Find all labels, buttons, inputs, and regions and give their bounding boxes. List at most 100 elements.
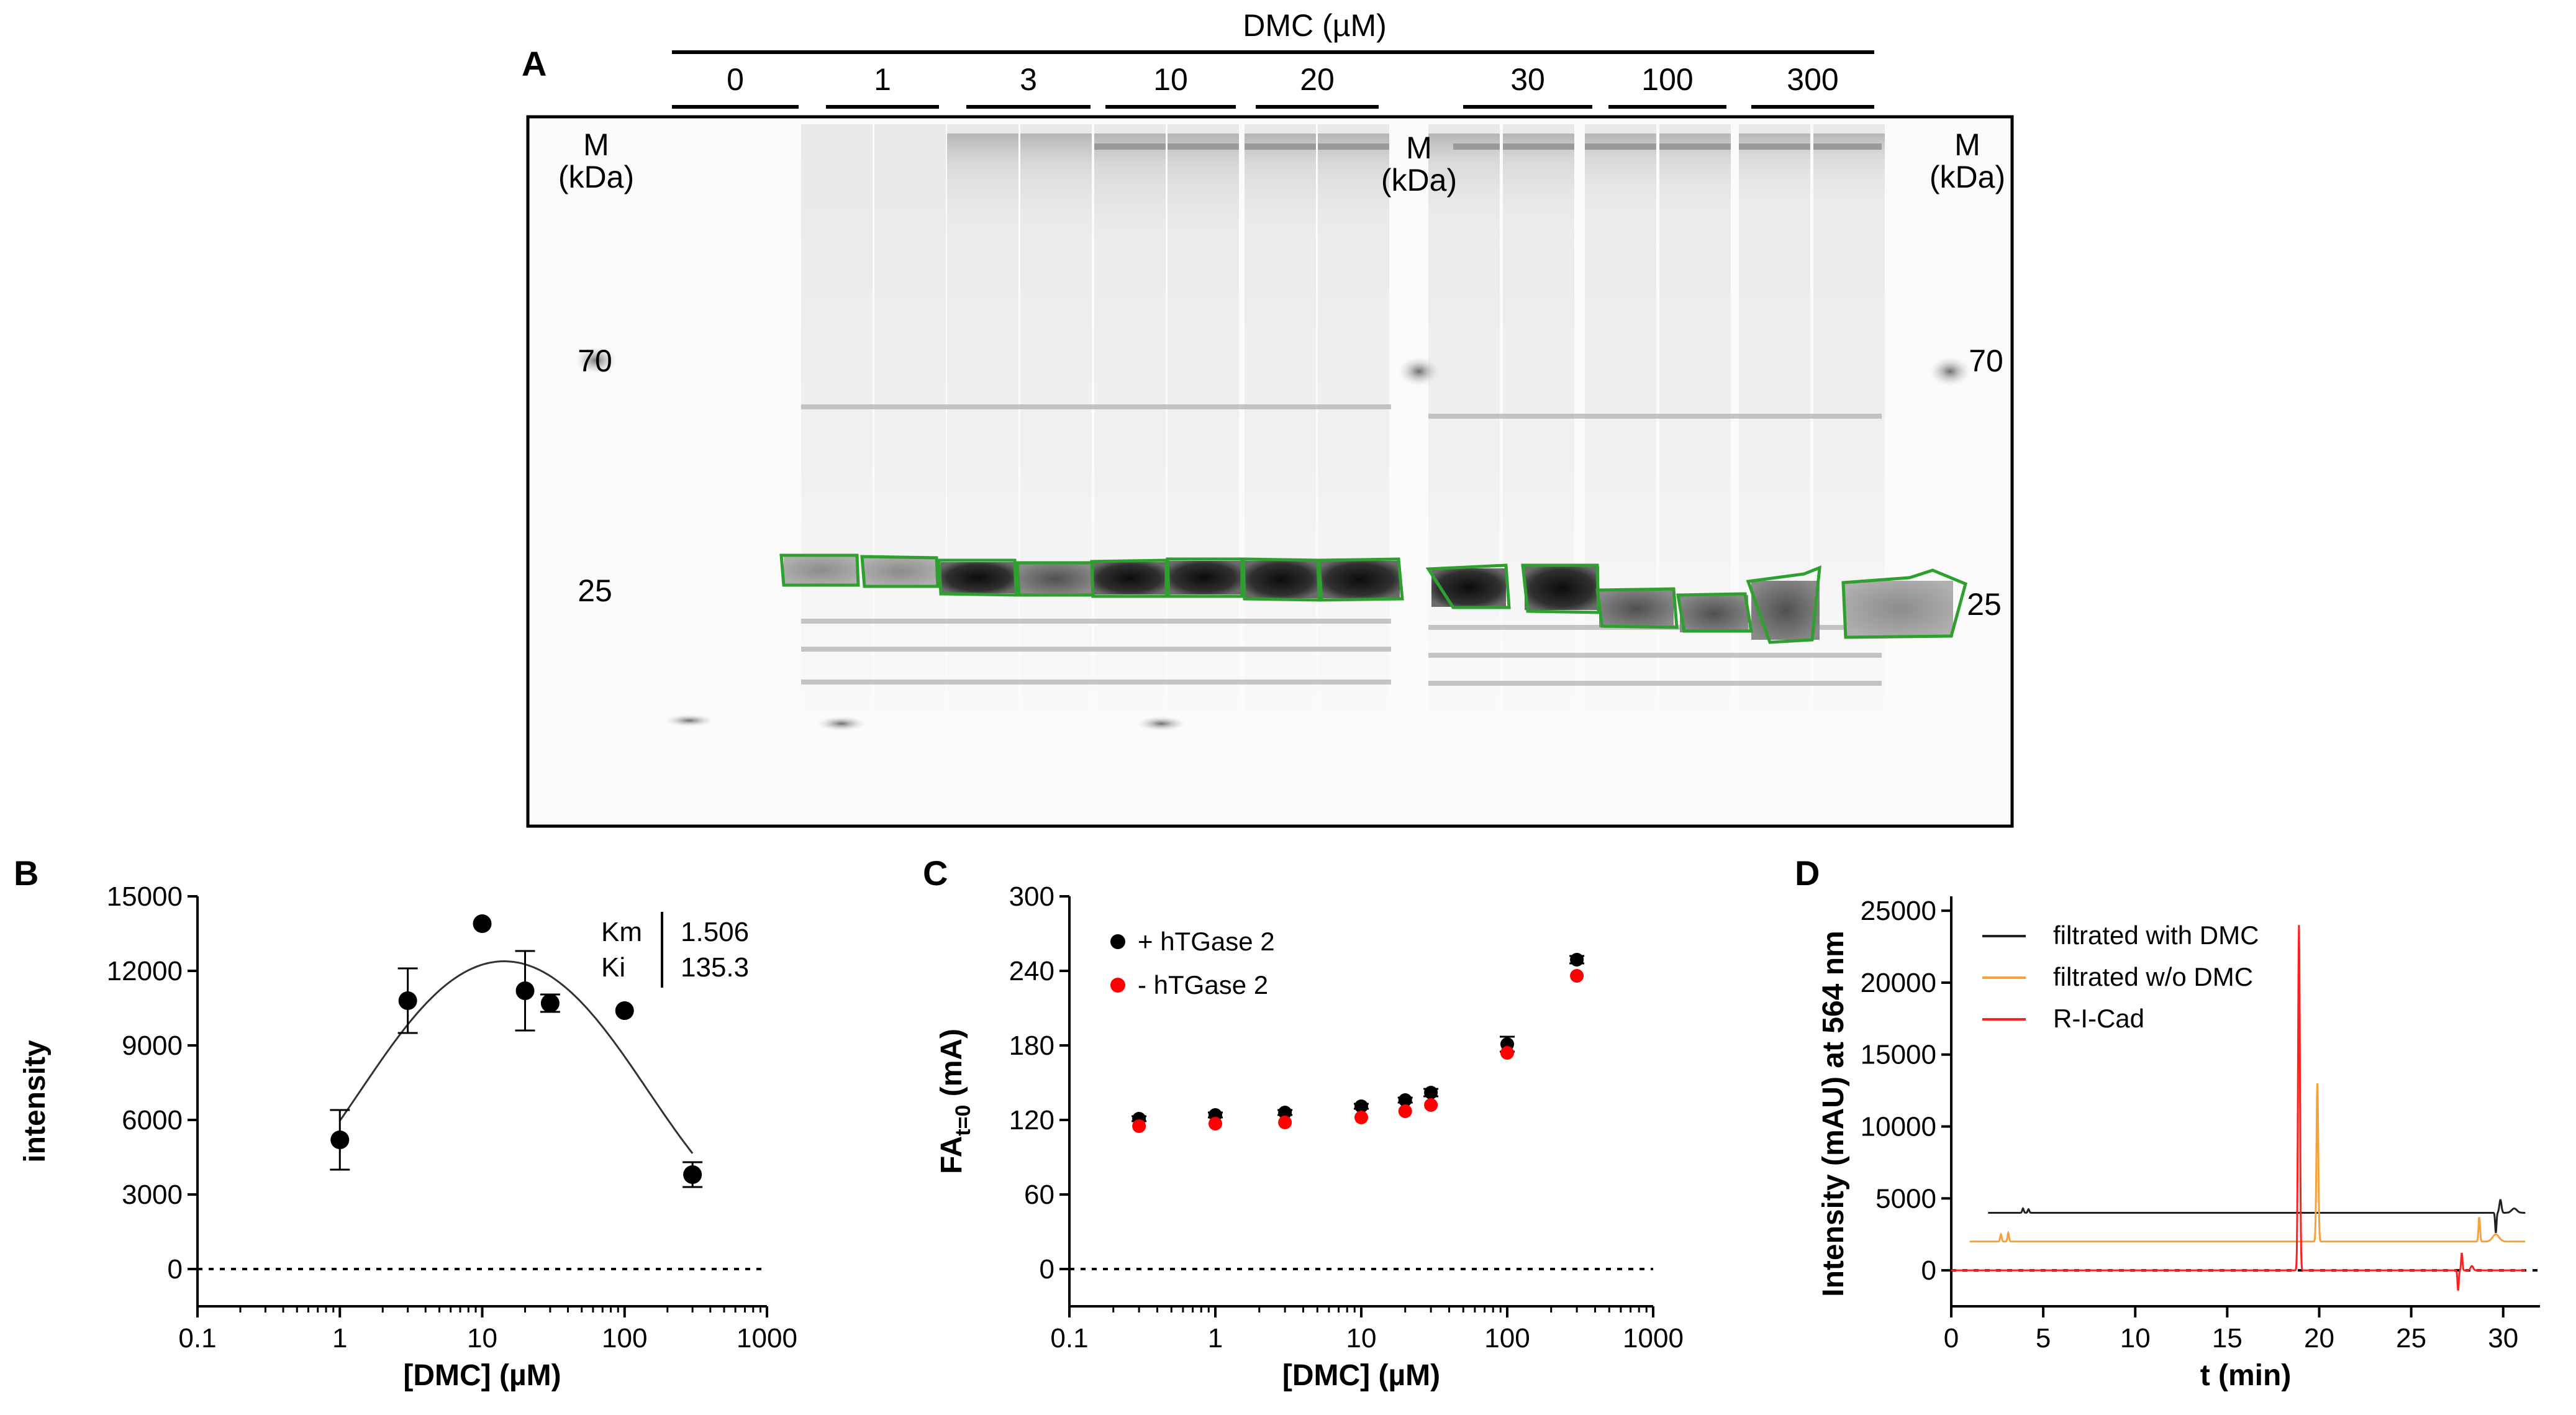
data-point-minus <box>1209 1117 1222 1131</box>
mw-25-right: 25 <box>1967 587 2002 622</box>
data-point-plus <box>1570 953 1584 967</box>
lane-group-label: 10 <box>1153 62 1188 97</box>
x-tick-label: 10 <box>1346 1323 1377 1354</box>
gel-roi-outlines <box>779 553 1967 644</box>
chromatogram-line <box>1969 1083 2526 1243</box>
x-axis-label: [DMC] (µM) <box>1282 1359 1440 1392</box>
x-tick-label: 1 <box>1208 1323 1223 1354</box>
lane-group-label: 300 <box>1787 62 1838 97</box>
lane-group-label: 3 <box>1020 62 1037 97</box>
data-point-minus <box>1354 1111 1368 1124</box>
data-point <box>683 1165 702 1184</box>
panel-a-label: A <box>522 44 546 83</box>
y-tick-label: 0 <box>168 1254 183 1285</box>
lane-group-label: 20 <box>1300 62 1335 97</box>
panel-b-label: B <box>14 853 39 893</box>
legend-label: filtrated with DMC <box>2053 921 2259 950</box>
y-tick-label: 300 <box>1009 881 1054 912</box>
marker-label-left: M <box>583 127 609 162</box>
marker-label-mid: M <box>1406 130 1432 165</box>
x-tick-label: 0.1 <box>178 1323 216 1354</box>
data-point-minus <box>1132 1119 1146 1133</box>
data-point-plus <box>1278 1106 1292 1119</box>
y-tick-label: 6000 <box>122 1105 183 1135</box>
y-axis-label: Intensity (mAU) at 564 nm <box>1817 930 1850 1296</box>
fit-curve <box>339 960 694 1154</box>
data-point <box>615 1001 634 1020</box>
fit-param-km-value: 1.506 <box>681 917 749 947</box>
mw-25-left: 25 <box>578 573 612 608</box>
y-tick-label: 20000 <box>1861 968 1936 998</box>
fit-param-ki-name: Ki <box>601 952 625 983</box>
gel-header: DMC (µM) <box>1243 8 1387 43</box>
y-tick-label: 3000 <box>122 1180 183 1210</box>
mw-70-left: 70 <box>578 344 612 378</box>
y-tick-label: 15000 <box>1861 1040 1936 1070</box>
data-point <box>398 991 417 1010</box>
gel-main-bands <box>784 557 1953 640</box>
y-axis-label: FAt=0 (mA) <box>935 1029 975 1174</box>
lane-group-label: 1 <box>874 62 891 97</box>
x-axis-label: t (min) <box>2200 1359 2292 1392</box>
data-point <box>540 994 560 1012</box>
y-tick-label: 0 <box>1040 1254 1054 1285</box>
y-tick-label: 60 <box>1024 1180 1054 1210</box>
y-tick-label: 25000 <box>1861 896 1936 926</box>
x-tick-label: 20 <box>2304 1323 2334 1354</box>
legend-label: - hTGase 2 <box>1138 970 1268 999</box>
data-point-plus <box>1398 1093 1412 1107</box>
y-tick-label: 12000 <box>107 956 183 986</box>
data-point-minus <box>1570 969 1584 983</box>
y-tick-label: 180 <box>1009 1031 1054 1061</box>
marker-label-right: M <box>1954 127 1980 162</box>
data-point-minus <box>1424 1098 1438 1112</box>
x-tick-label: 25 <box>2396 1323 2426 1354</box>
y-axis-label: intensity <box>19 1040 52 1163</box>
y-tick-label: 10000 <box>1861 1112 1936 1142</box>
y-tick-label: 120 <box>1009 1105 1054 1135</box>
y-tick-label: 15000 <box>107 881 183 912</box>
lane-group-label: 30 <box>1510 62 1545 97</box>
fit-param-km-name: Km <box>601 917 642 947</box>
x-tick-label: 0.1 <box>1050 1323 1088 1354</box>
plot-b: 0 3000 6000 9000 12000 15000 0.1 1 10 100 1000 [DMC… <box>19 881 797 1392</box>
panel-d-label: D <box>1795 853 1820 893</box>
x-tick-label: 15 <box>2212 1323 2243 1354</box>
data-point-minus <box>1500 1046 1514 1060</box>
x-tick-label: 10 <box>467 1323 497 1354</box>
lane-group-label: 0 <box>727 62 744 97</box>
legend-label: R-I-Cad <box>2053 1004 2144 1033</box>
x-axis-label: [DMC] (µM) <box>403 1359 561 1392</box>
legend-label: + hTGase 2 <box>1138 927 1275 956</box>
data-point-plus <box>1354 1099 1368 1113</box>
x-tick-label: 1 <box>332 1323 347 1354</box>
y-tick-label: 240 <box>1009 956 1054 986</box>
chromatogram-line <box>1951 925 2526 1291</box>
fit-params-box: Km 1.506 Ki 135.3 <box>601 912 749 988</box>
panel-c-label: C <box>923 853 948 893</box>
mw-70-right: 70 <box>1969 344 2003 378</box>
legend-marker <box>1110 934 1125 949</box>
lane-groups: 0 1 3 10 20 30 100 300 <box>672 62 1874 109</box>
y-tick-label: 5000 <box>1875 1183 1936 1214</box>
x-tick-label: 30 <box>2488 1323 2518 1354</box>
x-tick-label: 0 <box>1944 1323 1959 1354</box>
x-tick-label: 10 <box>2120 1323 2151 1354</box>
data-point <box>473 914 492 933</box>
y-tick-label: 0 <box>1921 1255 1936 1286</box>
data-point-minus <box>1278 1116 1292 1129</box>
plot-c: 0 60 120 180 240 300 0.1 1 10 100 1000 + hTGase 2 - … <box>935 881 1684 1392</box>
legend-marker <box>1110 978 1125 993</box>
x-tick-label: 100 <box>1484 1323 1530 1354</box>
y-tick-label: 9000 <box>122 1031 183 1061</box>
marker-unit-mid: (kDa) <box>1381 163 1457 198</box>
fit-param-ki-value: 135.3 <box>681 952 749 983</box>
data-point-minus <box>1398 1104 1412 1118</box>
legend-label: filtrated w/o DMC <box>2053 962 2253 991</box>
plot-d: 0 5000 10000 15000 20000 25000 0 5 10 15 20 25 30 fil… <box>1817 896 2540 1392</box>
data-point-plus <box>1424 1086 1438 1099</box>
chromatogram-line <box>1988 1199 2526 1234</box>
data-point <box>515 981 535 1000</box>
lane-group-label: 100 <box>1641 62 1693 97</box>
